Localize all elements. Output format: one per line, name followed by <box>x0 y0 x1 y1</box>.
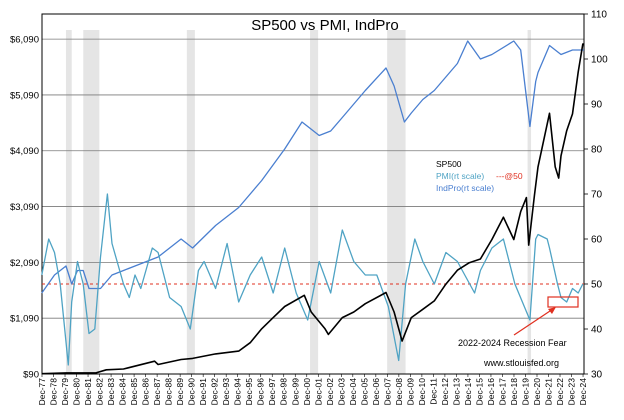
x-tick-label: Dec-17 <box>497 378 507 406</box>
x-axis-ticks: Dec-77 Dec-78 Dec-79 Dec-80 Dec-81 Dec-82 Dec-… <box>37 374 588 405</box>
right-tick-label: 30 <box>591 370 603 381</box>
x-tick-label: Dec-86 <box>141 378 151 406</box>
x-tick-label: Dec-99 <box>290 378 300 406</box>
recession-band <box>83 30 100 374</box>
right-tick-label: 60 <box>591 235 603 246</box>
x-tick-label: Dec-87 <box>152 378 162 406</box>
x-tick-label: Dec-15 <box>474 378 484 406</box>
source-label: www.stlouisfed.org <box>483 358 559 368</box>
recession-band <box>65 30 72 374</box>
recession-band <box>310 30 319 374</box>
left-tick-label: $5,090 <box>10 90 39 101</box>
recession-fear-arrowhead <box>548 307 556 314</box>
legend-pmi-reference: ---@50 <box>496 171 523 181</box>
x-tick-label: Dec-14 <box>463 378 473 406</box>
x-tick-label: Dec-18 <box>509 378 519 406</box>
x-tick-label: Dec-97 <box>267 378 277 406</box>
x-tick-label: Dec-88 <box>164 378 174 406</box>
left-tick-label: $1,090 <box>10 314 39 325</box>
chart-title: SP500 vs PMI, IndPro <box>251 17 399 34</box>
x-tick-label: Dec-83 <box>106 378 116 406</box>
x-tick-label: Dec-84 <box>118 378 128 406</box>
x-tick-label: Dec-07 <box>382 378 392 406</box>
recession-fear-annotation: 2022-2024 Recession Fear <box>458 296 579 348</box>
legend-pmi: PMI(rt scale) <box>436 171 484 181</box>
x-tick-label: Dec-77 <box>37 378 47 406</box>
left-tick-label: $2,090 <box>10 258 39 269</box>
recession-fear-box <box>547 296 579 308</box>
x-tick-label: Dec-95 <box>244 378 254 406</box>
x-tick-label: Dec-11 <box>428 378 438 405</box>
left-tick-label: $6,090 <box>10 35 39 46</box>
left-axis-ticks: $90 $1,090 $2,090 $3,090 $4,090 $5,090 $6,090 <box>10 35 39 381</box>
x-tick-label: Dec-82 <box>95 378 105 406</box>
x-tick-label: Dec-98 <box>279 378 289 406</box>
legend: SP500 PMI(rt scale) ---@50 IndPro(rt sca… <box>436 159 523 193</box>
x-tick-label: Dec-00 <box>302 378 312 406</box>
x-tick-label: Dec-04 <box>348 378 358 406</box>
indpro-rt-scale-line <box>41 40 584 294</box>
x-tick-label: Dec-24 <box>578 378 588 406</box>
right-tick-label: 80 <box>591 145 603 156</box>
x-tick-label: Dec-01 <box>313 378 323 406</box>
right-tick-label: 110 <box>591 10 607 21</box>
x-tick-label: Dec-10 <box>417 378 427 406</box>
legend-indpro: IndPro(rt scale) <box>436 183 494 193</box>
legend-sp500: SP500 <box>436 159 462 169</box>
x-tick-label: Dec-94 <box>233 378 243 406</box>
x-tick-label: Dec-20 <box>532 378 542 406</box>
recession-band <box>387 30 406 374</box>
recession-bands <box>65 30 532 374</box>
x-tick-label: Dec-78 <box>49 378 59 406</box>
recession-band <box>186 30 195 374</box>
right-tick-label: 50 <box>591 280 603 291</box>
recession-fear-arrow <box>513 308 554 336</box>
x-tick-label: Dec-05 <box>359 378 369 406</box>
left-tick-label: $4,090 <box>10 146 39 157</box>
x-tick-label: Dec-13 <box>451 378 461 406</box>
x-tick-label: Dec-08 <box>394 378 404 406</box>
pmi-rt-scale-line <box>41 193 584 366</box>
x-tick-label: Dec-91 <box>198 378 208 406</box>
x-tick-label: Dec-81 <box>83 378 93 406</box>
x-tick-label: Dec-96 <box>256 378 266 406</box>
x-tick-label: Dec-02 <box>325 378 335 406</box>
right-tick-label: 70 <box>591 190 603 201</box>
right-tick-label: 90 <box>591 100 603 111</box>
x-tick-label: Dec-21 <box>544 378 554 406</box>
x-tick-label: Dec-80 <box>72 378 82 406</box>
x-tick-label: Dec-19 <box>520 378 530 406</box>
x-tick-label: Dec-93 <box>221 378 231 406</box>
right-tick-label: 100 <box>591 55 608 66</box>
x-tick-label: Dec-09 <box>405 378 415 406</box>
right-tick-label: 40 <box>591 325 603 336</box>
left-tick-label: $3,090 <box>10 202 39 213</box>
x-tick-label: Dec-79 <box>60 378 70 406</box>
left-tick-label: $90 <box>23 370 39 381</box>
x-tick-label: Dec-03 <box>336 378 346 406</box>
x-tick-label: Dec-89 <box>175 378 185 406</box>
gridlines <box>42 38 584 319</box>
recession-band <box>527 30 532 374</box>
x-tick-label: Dec-16 <box>486 378 496 406</box>
x-tick-label: Dec-22 <box>555 378 565 406</box>
x-tick-label: Dec-12 <box>440 378 450 406</box>
x-tick-label: Dec-90 <box>187 378 197 406</box>
x-tick-label: Dec-06 <box>371 378 381 406</box>
sp500-line <box>41 43 584 375</box>
x-tick-label: Dec-85 <box>129 378 139 406</box>
x-tick-label: Dec-23 <box>567 378 577 406</box>
recession-fear-label: 2022-2024 Recession Fear <box>458 338 567 348</box>
x-tick-label: Dec-92 <box>210 378 220 406</box>
series-lines <box>41 40 584 375</box>
right-axis-ticks: 30 40 50 60 70 80 90 100 110 <box>584 10 608 381</box>
